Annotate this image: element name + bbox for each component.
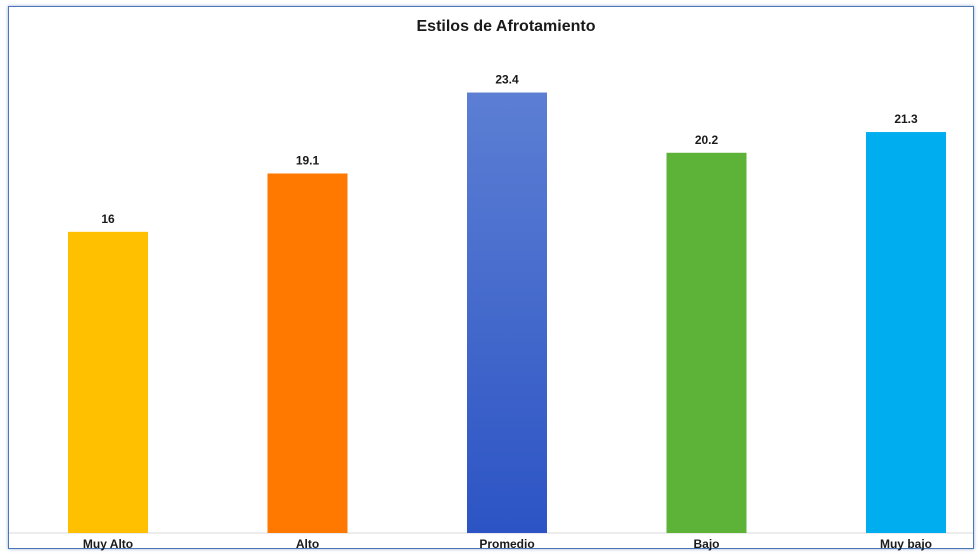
bar-bajo <box>666 152 747 533</box>
value-label-promedio: 23.4 <box>495 73 519 87</box>
category-label-muy-alto: Muy Alto <box>83 537 133 551</box>
bars-group: 16 Muy Alto 19.1 Alto 23.4 Promedio 20.2 Bajo 21… <box>68 73 946 551</box>
category-label-muy-bajo: Muy bajo <box>880 537 932 551</box>
value-label-muy-alto: 16 <box>101 212 115 226</box>
bar-muy-bajo <box>866 132 946 533</box>
value-label-muy-bajo: 21.3 <box>894 112 918 126</box>
chart-title: Estilos de Afrotamiento <box>417 18 596 35</box>
category-label-bajo: Bajo <box>693 537 719 551</box>
bar-promedio <box>467 92 547 533</box>
bar-muy-alto <box>68 231 148 533</box>
value-label-bajo: 20.2 <box>695 133 719 147</box>
category-label-promedio: Promedio <box>479 537 534 551</box>
bar-alto <box>267 173 348 533</box>
value-label-alto: 19.1 <box>296 153 320 167</box>
category-label-alto: Alto <box>296 537 319 551</box>
